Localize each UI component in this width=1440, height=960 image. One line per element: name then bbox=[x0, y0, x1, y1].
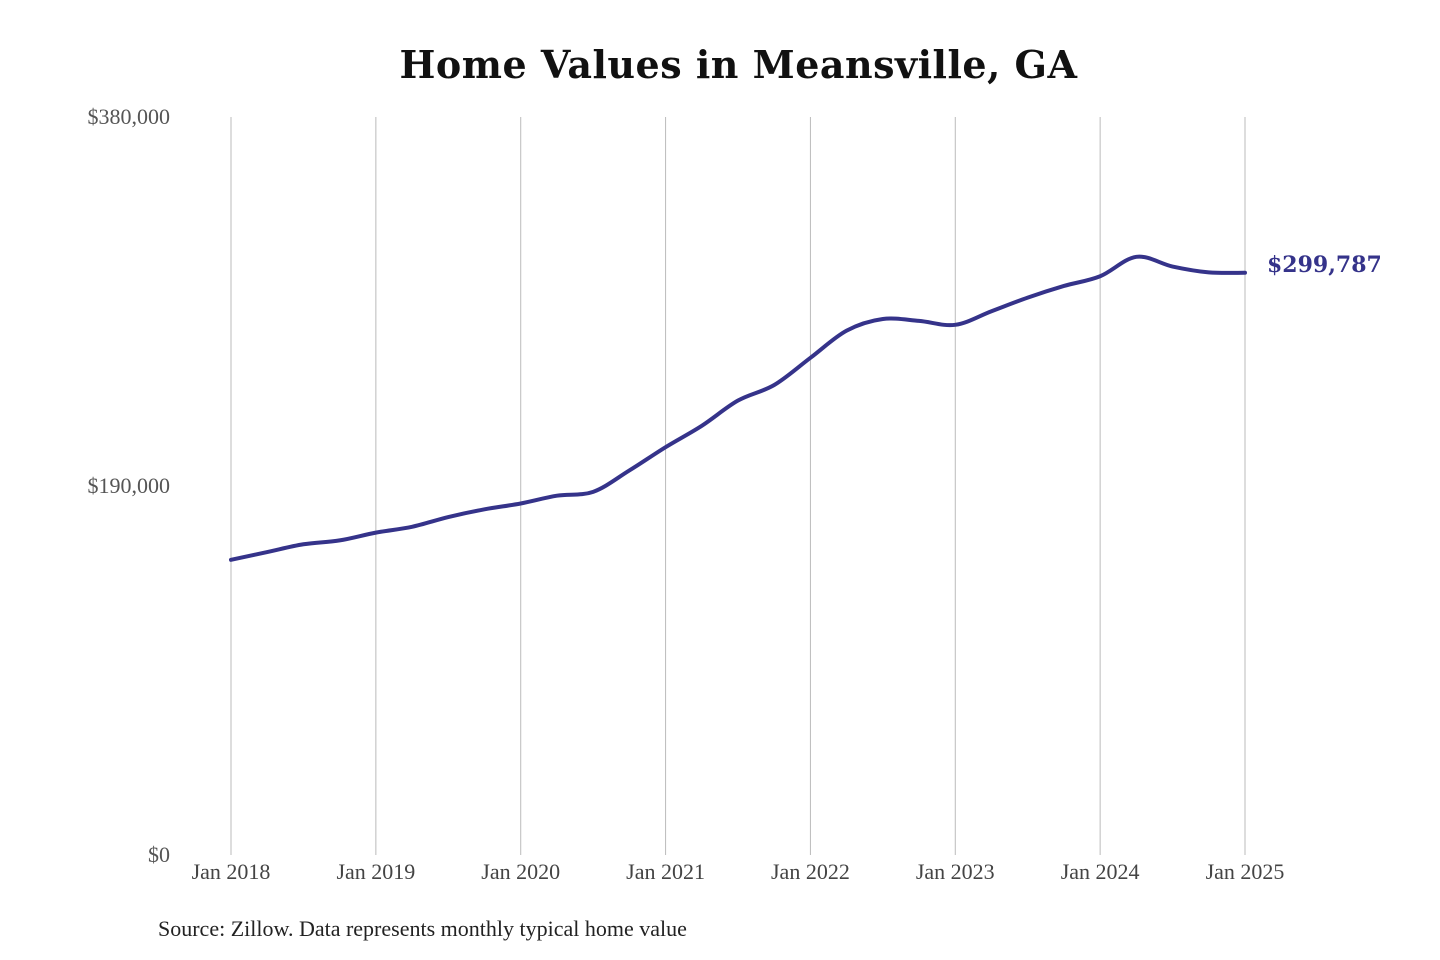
x-tick-label: Jan 2022 bbox=[771, 859, 850, 884]
end-label-group: $299,787 bbox=[1267, 252, 1382, 278]
series-group bbox=[229, 254, 1247, 562]
source-note: Source: Zillow. Data represents monthly … bbox=[158, 916, 687, 941]
x-tick-label: Jan 2021 bbox=[626, 859, 705, 884]
y-tick-label: $380,000 bbox=[88, 104, 171, 129]
grid-lines bbox=[230, 117, 1246, 855]
x-tick-label: Jan 2024 bbox=[1061, 859, 1140, 884]
chart-title: Home Values in Meansville, GA bbox=[399, 42, 1078, 87]
x-tick-label: Jan 2020 bbox=[481, 859, 560, 884]
x-tick-label: Jan 2025 bbox=[1206, 859, 1285, 884]
end-value-label: $299,787 bbox=[1267, 252, 1382, 278]
x-tick-label: Jan 2018 bbox=[192, 859, 271, 884]
x-tick-label: Jan 2019 bbox=[336, 859, 415, 884]
y-axis-labels: $0 $190,000 $380,000 bbox=[88, 104, 171, 867]
y-tick-label: $190,000 bbox=[88, 473, 171, 498]
series-line bbox=[229, 254, 1247, 562]
x-axis-labels: Jan 2018 Jan 2019 Jan 2020 Jan 2021 Jan 2022… bbox=[192, 859, 1285, 884]
y-tick-label: $0 bbox=[148, 842, 170, 867]
x-tick-label: Jan 2023 bbox=[916, 859, 995, 884]
